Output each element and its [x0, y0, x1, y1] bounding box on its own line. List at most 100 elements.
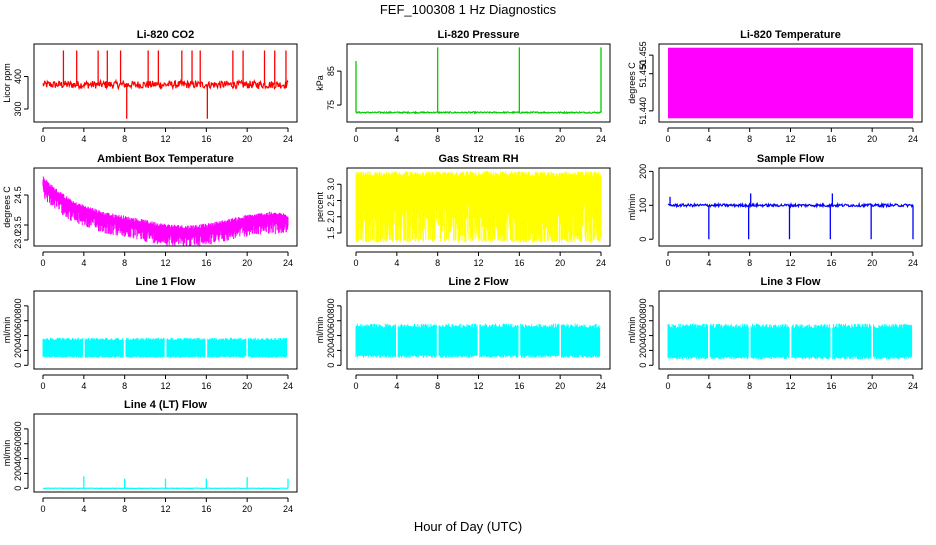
- series-group: [356, 324, 600, 358]
- x-tick-label: 0: [665, 258, 670, 268]
- x-tick-label: 12: [473, 258, 483, 268]
- x-tick-label: 8: [122, 134, 127, 144]
- series-line: [43, 81, 288, 89]
- x-tick-label: 4: [394, 381, 399, 391]
- x-tick-label: 16: [514, 258, 524, 268]
- series-area: [43, 338, 287, 358]
- y-tick-label: 0: [326, 363, 336, 368]
- y-axis-label: ml/min: [315, 317, 325, 344]
- chart-title: Gas Stream RH: [438, 153, 518, 165]
- series-area: [356, 171, 601, 242]
- x-tick-label: 20: [555, 134, 565, 144]
- x-tick-label: 0: [40, 381, 45, 391]
- series-group: [668, 324, 912, 360]
- x-tick-label: 24: [908, 381, 918, 391]
- y-tick-label: 400: [13, 451, 23, 466]
- series-line: [356, 112, 601, 113]
- chart-title: Li-820 Temperature: [740, 29, 841, 41]
- chart-title: Line 4 (LT) Flow: [124, 399, 207, 411]
- y-axis-label: percent: [315, 191, 325, 222]
- x-tick-label: 24: [283, 504, 293, 514]
- x-tick-label: 24: [283, 134, 293, 144]
- y-tick-label: 51.440: [638, 97, 648, 125]
- y-tick-label: 2.5: [326, 194, 336, 207]
- chart-title: Li-820 CO2: [137, 29, 194, 41]
- y-axis-label: degrees C: [2, 186, 12, 228]
- y-tick-label: 800: [326, 298, 336, 313]
- y-tick-label: 75: [326, 100, 336, 110]
- figure-xlabel: Hour of Day (UTC): [414, 519, 522, 534]
- y-tick-label: 800: [13, 298, 23, 313]
- x-tick-label: 20: [242, 504, 252, 514]
- y-tick-label: 800: [638, 298, 648, 313]
- x-tick-label: 4: [81, 504, 86, 514]
- x-tick-label: 24: [283, 258, 293, 268]
- y-tick-label: 200: [638, 164, 648, 179]
- y-axis-label: Licor ppm: [2, 63, 12, 103]
- x-tick-label: 12: [160, 504, 170, 514]
- plot-frame: [347, 44, 610, 122]
- y-axis-label: ml/min: [2, 440, 12, 467]
- y-tick-label: 200: [326, 343, 336, 358]
- y-tick-label: 300: [13, 101, 23, 116]
- series-group: [668, 48, 913, 119]
- y-tick-label: 2.0: [326, 210, 336, 223]
- x-tick-label: 24: [596, 381, 606, 391]
- x-tick-label: 16: [201, 504, 211, 514]
- x-tick-label: 20: [867, 134, 877, 144]
- x-tick-label: 0: [353, 134, 358, 144]
- x-tick-label: 8: [435, 134, 440, 144]
- y-tick-label: 600: [13, 313, 23, 328]
- x-tick-label: 12: [785, 134, 795, 144]
- x-tick-label: 20: [242, 134, 252, 144]
- x-tick-label: 20: [242, 258, 252, 268]
- y-tick-label: 0: [638, 237, 648, 242]
- x-tick-label: 4: [81, 258, 86, 268]
- x-tick-label: 20: [555, 258, 565, 268]
- y-tick-label: 0: [638, 363, 648, 368]
- x-tick-label: 12: [785, 381, 795, 391]
- series-group: [43, 338, 287, 358]
- y-tick-label: 51.455: [638, 41, 648, 69]
- series-area: [668, 324, 912, 360]
- x-tick-label: 12: [473, 134, 483, 144]
- x-tick-label: 12: [473, 381, 483, 391]
- x-tick-label: 16: [201, 381, 211, 391]
- x-tick-label: 0: [665, 381, 670, 391]
- x-tick-label: 4: [706, 381, 711, 391]
- x-tick-label: 16: [201, 134, 211, 144]
- y-tick-label: 600: [326, 313, 336, 328]
- y-tick-label: 200: [638, 343, 648, 358]
- series-line: [43, 177, 288, 247]
- y-tick-label: 1.5: [326, 227, 336, 240]
- x-tick-label: 0: [353, 258, 358, 268]
- x-tick-label: 0: [40, 258, 45, 268]
- x-tick-label: 20: [867, 381, 877, 391]
- y-tick-label: 200: [13, 466, 23, 481]
- x-tick-label: 8: [747, 381, 752, 391]
- x-tick-label: 24: [908, 258, 918, 268]
- y-tick-label: 200: [13, 343, 23, 358]
- y-axis-label: ml/min: [627, 317, 637, 344]
- y-tick-label: 400: [638, 328, 648, 343]
- x-tick-label: 8: [435, 381, 440, 391]
- series-group: [43, 476, 288, 488]
- series-group: [43, 177, 288, 247]
- x-tick-label: 4: [706, 134, 711, 144]
- y-tick-label: 100: [638, 198, 648, 213]
- y-tick-label: 600: [13, 436, 23, 451]
- x-tick-label: 8: [122, 504, 127, 514]
- chart-title: Line 3 Flow: [761, 276, 821, 288]
- x-tick-label: 4: [394, 134, 399, 144]
- x-tick-label: 4: [706, 258, 711, 268]
- y-tick-label: 0: [13, 486, 23, 491]
- x-tick-label: 20: [867, 258, 877, 268]
- y-tick-label: 600: [638, 313, 648, 328]
- x-tick-label: 4: [394, 258, 399, 268]
